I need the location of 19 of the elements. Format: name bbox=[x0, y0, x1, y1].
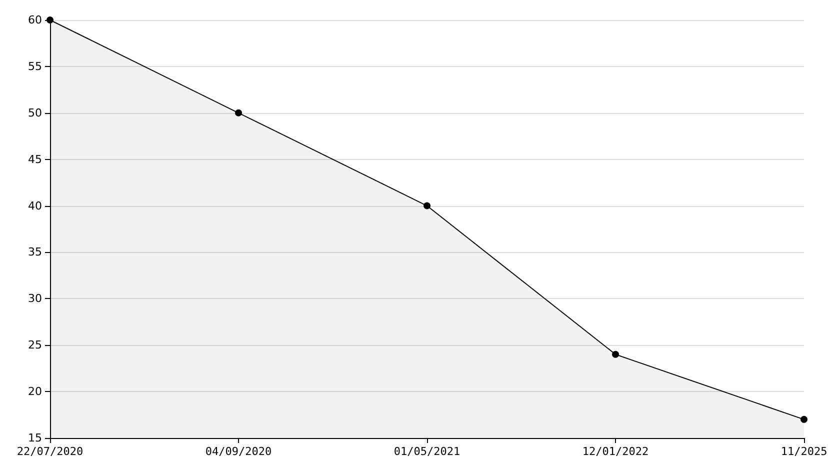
y-tick-label: 35 bbox=[28, 246, 42, 259]
x-tick-label: 01/05/2021 bbox=[394, 445, 460, 458]
y-tick-label: 25 bbox=[28, 338, 42, 352]
y-tick-label: 40 bbox=[28, 199, 42, 212]
y-tick-label: 20 bbox=[28, 385, 42, 398]
y-tick-label: 50 bbox=[28, 106, 42, 120]
y-tick-label: 55 bbox=[28, 60, 42, 73]
y-tick-label: 15 bbox=[28, 432, 42, 444]
point bbox=[800, 416, 808, 423]
y-tick-label: 30 bbox=[28, 292, 42, 306]
x-tick-label: 11/2025 bbox=[780, 445, 828, 458]
y-tick-label: 45 bbox=[28, 152, 42, 166]
point bbox=[612, 350, 619, 358]
point bbox=[424, 202, 430, 210]
x-tick-label: 12/01/2022 bbox=[582, 445, 649, 458]
x-tick-label: 04/09/2020 bbox=[205, 445, 272, 458]
x-tick-label: 22/07/2020 bbox=[16, 445, 84, 458]
y-tick-label: 60 bbox=[28, 14, 42, 26]
point bbox=[235, 109, 242, 116]
